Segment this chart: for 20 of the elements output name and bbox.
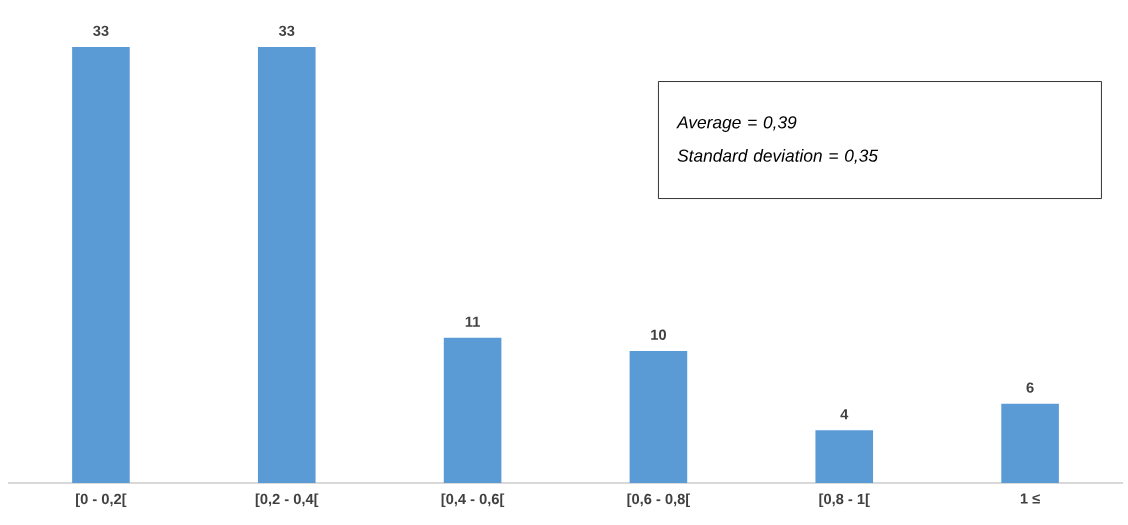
bar	[443, 337, 502, 483]
x-tick-label: 1 ≤	[1020, 493, 1040, 504]
bar	[257, 46, 316, 483]
annotation: Average = 0,39	[676, 116, 797, 132]
data-label: 33	[278, 25, 295, 37]
x-tick-label: [0,8 - 1[	[819, 493, 870, 508]
data-label: 10	[651, 329, 666, 340]
data-label: 33	[93, 25, 109, 37]
annotation: Standard deviation = 0,35	[677, 149, 879, 164]
bar	[629, 350, 688, 483]
x-tick-label: [0 - 0,2[	[76, 493, 127, 508]
x-tick-label: [0,6 - 0,8[	[627, 493, 691, 508]
data-label: 6	[1026, 382, 1034, 393]
bar	[72, 46, 130, 483]
data-label: 11	[465, 316, 480, 327]
data-label: 4	[840, 409, 849, 420]
bar	[815, 430, 874, 483]
bar	[1001, 403, 1059, 483]
x-tick-label: [0,4 - 0,6[	[441, 493, 505, 508]
x-tick-label: [0,2 - 0,4[	[255, 493, 319, 508]
